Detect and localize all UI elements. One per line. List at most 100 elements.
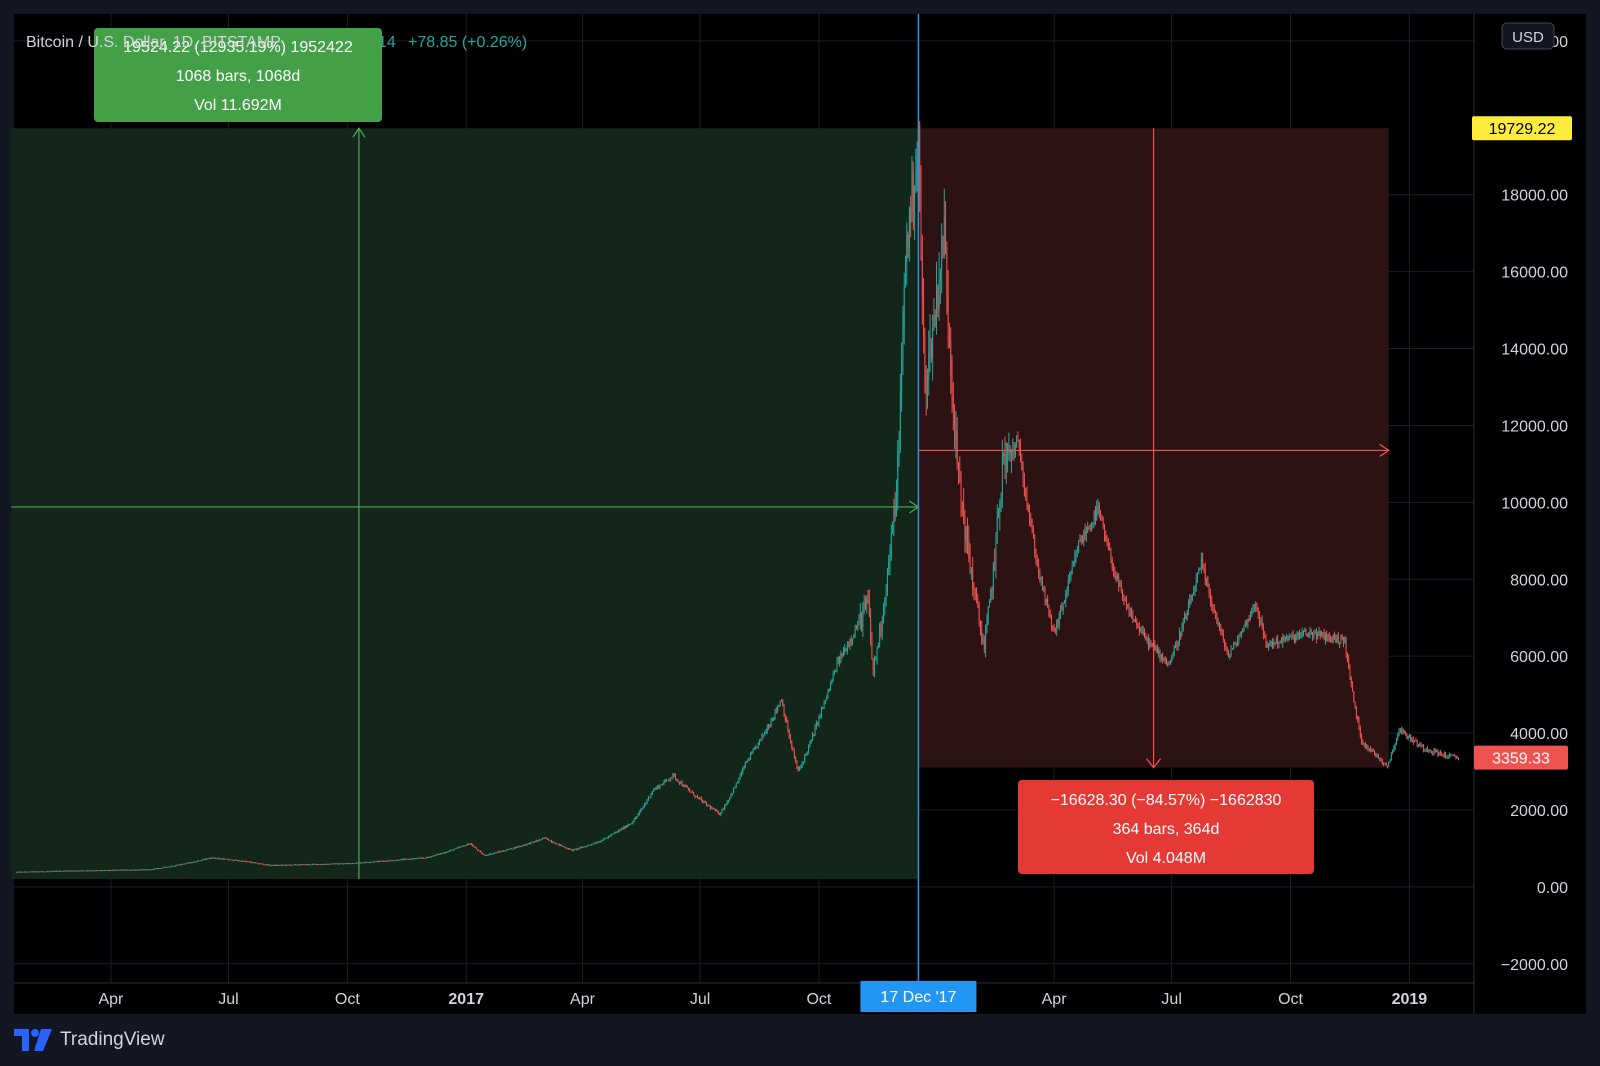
candle-body — [335, 863, 337, 865]
candle-body — [747, 760, 749, 762]
candle-body — [928, 353, 930, 380]
candle-body — [915, 170, 917, 194]
candle-body — [379, 860, 381, 862]
candle-body — [1004, 454, 1006, 466]
candle-body — [558, 843, 560, 846]
candle-body — [514, 847, 516, 849]
currency-button[interactable]: USD — [1501, 22, 1555, 50]
candle-body — [712, 807, 714, 810]
currency-button-bg[interactable] — [1501, 22, 1555, 50]
candle-body — [16, 871, 18, 873]
candle-body — [1408, 735, 1410, 738]
candle-body — [1061, 607, 1063, 610]
candle-body — [97, 870, 99, 872]
candle-body — [109, 869, 111, 871]
candle-body — [1299, 633, 1301, 637]
candle-body — [619, 830, 621, 832]
candle-body — [1080, 539, 1082, 542]
candle-body — [1246, 622, 1248, 625]
candle-body — [622, 828, 624, 830]
candle-body — [317, 864, 319, 866]
time-axis[interactable]: Apr Jul Oct 2017 Apr Jul Oct Apr Jul Oct 2019 17 De… — [14, 981, 1474, 1012]
price-tick-label: 18000.00 — [1501, 188, 1568, 205]
symbol-header[interactable]: Bitcoin / U.S. Dollar, 1D, BITSTAMP 14 +… — [26, 34, 527, 51]
candle-body — [1318, 631, 1320, 633]
candle-body — [1321, 632, 1322, 636]
candle-body — [176, 865, 178, 867]
candle-body — [1229, 654, 1231, 657]
candle-body — [403, 858, 405, 860]
candle-body — [464, 845, 466, 847]
candle-body — [1455, 756, 1457, 758]
candle-body — [1282, 636, 1284, 644]
candle-body — [802, 761, 804, 763]
price-change: +78.85 (+0.26%) — [408, 34, 527, 51]
candle-body — [808, 746, 810, 753]
candle-body — [725, 804, 727, 806]
candle-body — [871, 638, 873, 659]
candle-body — [752, 749, 754, 754]
candle-body — [1250, 614, 1251, 621]
tradingview-logo-icon[interactable] — [14, 1029, 52, 1051]
candle-body — [92, 870, 94, 872]
candle-body — [370, 862, 372, 864]
candle-body — [827, 691, 829, 698]
candle-body — [1456, 757, 1458, 759]
candle-body — [624, 826, 626, 828]
candle-body — [698, 797, 700, 799]
candle-body — [141, 869, 143, 871]
candle-body — [1102, 520, 1104, 527]
candle-body — [167, 867, 169, 869]
chart-canvas[interactable]: −2000.00 0.00 2000.00 4000.00 6000.00 8000.00… — [0, 0, 1600, 1014]
candle-body — [680, 782, 682, 784]
candle-body — [297, 864, 299, 866]
candle-body — [357, 862, 359, 864]
candle-body — [999, 501, 1001, 515]
price-tick-label: −2000.00 — [1501, 957, 1568, 974]
price-tick-label: 14000.00 — [1501, 342, 1568, 359]
candle-body — [668, 779, 670, 781]
candle-body — [160, 868, 162, 870]
candle-body — [1381, 760, 1383, 763]
candle-body — [978, 605, 980, 621]
candle-body — [1026, 494, 1028, 505]
candle-body — [1213, 608, 1215, 611]
candle-body — [1076, 552, 1078, 555]
candle-body — [1261, 620, 1263, 629]
candle-body — [1195, 579, 1197, 591]
candle-body — [738, 779, 740, 783]
candle-body — [456, 847, 458, 849]
candle-body — [1096, 507, 1098, 521]
candle-body — [1140, 629, 1142, 631]
short-measure-line: −16628.30 (−84.57%) −1662830 — [1051, 792, 1282, 809]
candle-body — [75, 870, 77, 872]
currency-label[interactable]: USD — [1512, 29, 1544, 46]
candle-body — [512, 848, 514, 850]
candle-body — [970, 570, 972, 573]
candle-body — [470, 843, 472, 845]
candle-body — [89, 870, 91, 872]
candle-body — [419, 857, 421, 859]
candle-body — [517, 846, 519, 848]
brand-name[interactable]: TradingView — [60, 1029, 165, 1050]
candle-body — [773, 717, 775, 720]
candle-body — [795, 757, 797, 763]
candle-body — [1448, 754, 1450, 757]
candle-body — [806, 752, 808, 754]
candle-body — [246, 861, 248, 863]
candle-body — [1231, 647, 1233, 650]
candle-body — [169, 866, 171, 868]
candle-body — [1312, 632, 1313, 638]
candle-body — [1009, 449, 1011, 456]
candle-body — [1043, 588, 1045, 590]
candle-body — [686, 786, 688, 789]
candle-body — [775, 709, 777, 711]
candle-body — [991, 589, 993, 592]
candle-body — [1265, 636, 1267, 646]
candle-body — [221, 858, 223, 860]
candle-body — [704, 801, 706, 803]
candle-body — [445, 852, 446, 854]
candle-body — [893, 506, 895, 523]
candle-body — [1135, 619, 1136, 621]
